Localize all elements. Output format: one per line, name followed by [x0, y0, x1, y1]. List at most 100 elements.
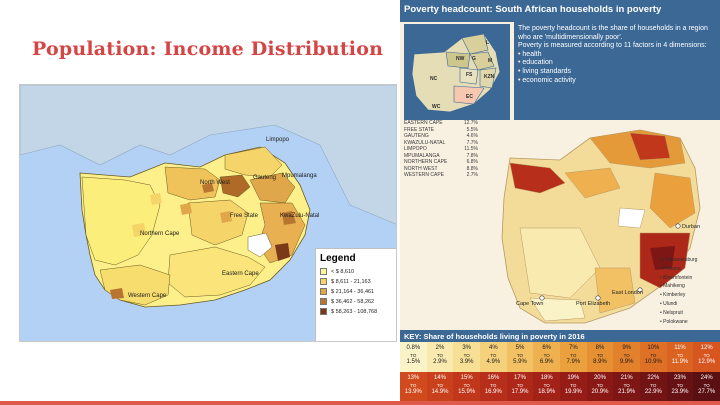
city-key-name: Nelspruit — [663, 309, 683, 316]
infographic-title: Poverty headcount: South African househo… — [404, 4, 662, 15]
key-cell: 24% TO 27.7% — [693, 372, 720, 402]
city-key-list: ◎ Johannesburg • Pretoria • Bloemfontein… — [660, 256, 720, 326]
key-to: 16.9% — [484, 389, 502, 395]
explanation-line-1: The poverty headcount is the share of ho… — [518, 25, 708, 41]
province-value: 11.5% — [464, 146, 478, 152]
key-to-word: TO — [410, 353, 417, 358]
key-cell: 5% TO 5.9% — [506, 342, 534, 372]
city-key-name: Polokwane — [663, 318, 688, 325]
legend-label: $ 8,611 - 21,163 — [331, 278, 371, 285]
inset-label: NC — [430, 76, 438, 82]
key-cell: 8% TO 8.9% — [586, 342, 614, 372]
inset-label: NW — [456, 56, 465, 62]
key-to: 7.9% — [566, 359, 581, 365]
key-to: 22.9% — [644, 389, 662, 395]
province-row: KWAZULU-NATAL 7.7% — [404, 140, 478, 147]
city-label-east-london: East London — [612, 290, 643, 296]
key-to-word: TO — [623, 383, 630, 388]
city-key-item: ◎ Johannesburg — [660, 257, 698, 263]
slide-bottom-rule — [0, 401, 720, 405]
key-cell: 16% TO 16.9% — [480, 372, 507, 402]
inset-label: G — [472, 56, 476, 62]
municipality-patch — [202, 183, 214, 193]
key-cell: 22% TO 22.9% — [640, 372, 667, 402]
map-label-eastern-cape: Eastern Cape — [222, 271, 259, 277]
key-from: 3% — [462, 345, 471, 351]
province-value: 12.7% — [463, 120, 478, 126]
city-key-item: • Nelspruit — [660, 309, 683, 316]
key-cell: 17% TO 17.9% — [506, 372, 534, 402]
province-row: MPUMALANGA 7.8% — [404, 153, 478, 160]
poverty-region-limpopo — [629, 132, 671, 161]
legend-swatch — [320, 268, 327, 275]
city-key-item: • Ulundi — [660, 300, 678, 307]
province-row: NORTH WEST 8.8% — [404, 166, 478, 173]
key-from: 20% — [593, 375, 606, 381]
legend-swatch — [320, 308, 327, 315]
city-marker-east-london — [637, 287, 643, 293]
city-key-item: • Kimberley — [660, 292, 686, 299]
key-to-word: TO — [410, 383, 417, 388]
key-cell: 20% TO 20.9% — [586, 372, 614, 402]
city-key-item: • Pretoria — [660, 265, 681, 272]
map-legend: Legend < $ 8,610 $ 8,611 - 21,163 $ 21,1… — [315, 248, 396, 341]
key-from: 11% — [674, 345, 686, 351]
key-from: 2% — [435, 345, 445, 351]
key-to-word: TO — [516, 353, 524, 358]
inset-label: FS — [466, 72, 473, 78]
city-key-name: Pretoria — [663, 265, 681, 272]
province-name: KWAZULU-NATAL — [404, 139, 446, 146]
province-name: NORTH WEST — [404, 165, 438, 172]
province-name: MPUMALANGA — [404, 152, 440, 159]
legend-item: $ 36,462 - 58,262 — [320, 298, 395, 305]
city-key-name: Mahikeng — [663, 283, 685, 290]
key-cell: 18% TO 18.9% — [533, 372, 560, 402]
key-cell: 7% TO 7.9% — [560, 342, 587, 372]
city-key-item: • Polokwane — [660, 318, 688, 325]
key-to: 20.9% — [591, 389, 609, 395]
province-value: 7.7% — [466, 139, 478, 146]
poverty-map-svg — [501, 129, 701, 324]
inset-north-west — [445, 51, 471, 69]
key-to-word: TO — [463, 383, 470, 388]
key-to-word: TO — [490, 353, 497, 358]
legend-swatch — [320, 278, 327, 285]
key-to: 6.9% — [539, 359, 554, 365]
province-name: EASTERN CAPE — [404, 120, 443, 126]
map-label-kwazulu-natal: KwaZulu-Natal — [280, 213, 320, 219]
income-distribution-map: Limpopo North West Gauteng Mpumalanga Fr… — [19, 84, 397, 342]
cape-town-area — [110, 288, 124, 299]
key-to-word: TO — [650, 353, 657, 358]
south-africa-map-svg — [20, 85, 396, 308]
key-to: 17.9% — [511, 389, 529, 395]
poverty-region-darkest — [650, 246, 675, 270]
eastern-cape-region — [167, 246, 266, 298]
city-key-name: Johannesburg — [665, 257, 698, 263]
province-value: 7.8% — [466, 152, 478, 159]
key-to: 19.9% — [564, 389, 582, 395]
durban-area — [275, 243, 290, 261]
key-to: 21.9% — [618, 389, 636, 395]
city-label-port-elizabeth: Port Elizabeth — [576, 301, 611, 307]
key-from: 18% — [540, 375, 553, 381]
key-from: 10% — [647, 345, 660, 351]
province-name: FREE STATE — [404, 126, 435, 133]
key-from: 16% — [487, 375, 500, 381]
map-label-western-cape: Western Cape — [128, 293, 167, 299]
key-to: 13.9% — [404, 389, 422, 395]
key-title: KEY: Share of households living in pover… — [404, 332, 585, 341]
key-to: 15.9% — [458, 389, 476, 395]
key-to: 3.9% — [459, 359, 474, 365]
inset-mpumalanga — [469, 51, 495, 71]
key-cell: 15% TO 15.9% — [453, 372, 480, 402]
province-name: GAUTENG — [404, 133, 429, 139]
key-from: 15% — [460, 375, 473, 381]
key-cell: 9% TO 9.9% — [613, 342, 640, 372]
key-cell: 12% TO 12.9% — [693, 342, 720, 372]
legend-item: $ 21,164 - 36,461 — [320, 288, 395, 295]
key-cell: 6% TO 6.9% — [533, 342, 560, 372]
province-row: WESTERN CAPE 2.7% — [404, 172, 478, 179]
gauteng-region — [219, 174, 251, 198]
province-value: 5.5% — [466, 126, 478, 133]
poverty-key-grid: 0.8% TO 1.5% 2% TO 2.9% 3% TO 3.9% 4% TO 4.9% 5% TO 5.… — [400, 342, 720, 405]
